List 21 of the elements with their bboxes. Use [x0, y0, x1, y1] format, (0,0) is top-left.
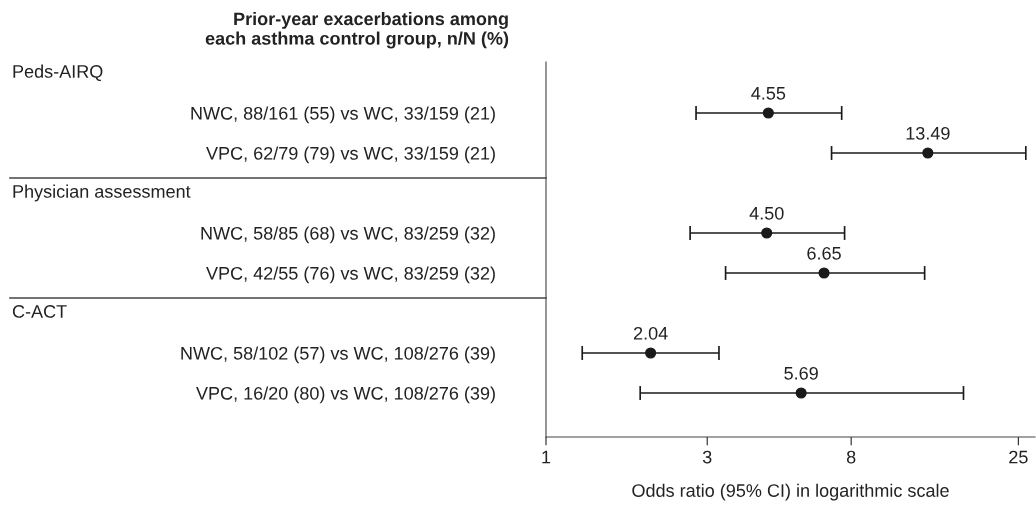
y-tick-label: NWC, 88/161 (55) vs WC, 33/159 (21) [191, 106, 495, 124]
y-tick-label: VPC, 42/55 (76) vs WC, 83/259 (32) [206, 266, 495, 284]
x-tick-label: 25 [1009, 450, 1028, 464]
data-label: 13.49 [906, 126, 950, 140]
y-tick-label: NWC, 58/85 (68) vs WC, 83/259 (32) [201, 226, 495, 244]
data-label: 4.55 [751, 87, 786, 100]
data-label: 6.65 [807, 246, 841, 260]
y-tick-label: NWC, 58/102 (57) vs WC, 108/276 (39) [181, 346, 495, 364]
x-axis-title: Odds ratio (95% CI) in logarithmic scale [632, 483, 949, 501]
data-label: 2.04 [633, 326, 668, 340]
x-tick-label: 8 [846, 450, 856, 464]
y-axis-title: Prior-year exacerbations among each asthma control group, n/N (%) [205, 12, 509, 49]
y-tick-label: VPC, 62/79 (79) vs WC, 33/159 (21) [206, 146, 495, 164]
y-tick-label: VPC, 16/20 (80) vs WC, 108/276 (39) [196, 386, 495, 404]
x-tick-label: 3 [702, 450, 712, 464]
text: Peds-AIRQ [13, 64, 103, 82]
text: Physician assessment [13, 184, 191, 202]
data-label: 5.69 [784, 366, 818, 380]
text: C-ACT [12, 305, 67, 318]
data-label: 4.50 [749, 206, 784, 220]
x-tick-label: 1 [542, 450, 551, 464]
